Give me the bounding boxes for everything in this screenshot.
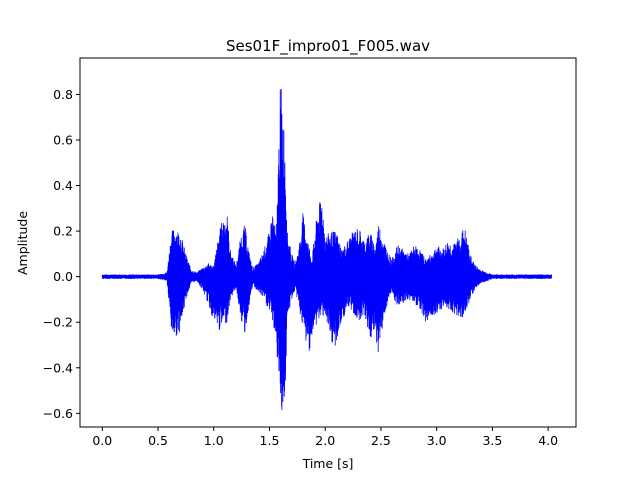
y-tick-label: 0.4	[53, 178, 73, 193]
x-tick-label: 0.5	[148, 433, 168, 448]
x-tick-label: 1.0	[204, 433, 224, 448]
x-tick-label: 3.0	[427, 433, 447, 448]
y-tick-label: −0.4	[43, 360, 73, 375]
chart-title: Ses01F_impro01_F005.wav	[226, 37, 430, 56]
y-tick-label: 0.8	[53, 87, 73, 102]
waveform-series-line	[101, 89, 552, 410]
x-tick-label: 4.0	[538, 433, 558, 448]
x-axis-label: Time [s]	[302, 456, 354, 471]
y-tick-label: 0.2	[53, 224, 73, 239]
y-tick-label: −0.6	[43, 406, 73, 421]
x-tick-label: 2.5	[371, 433, 391, 448]
x-tick-label: 2.0	[315, 433, 335, 448]
x-tick-label: 0.0	[92, 433, 112, 448]
x-tick-label: 1.5	[260, 433, 280, 448]
y-tick-label: 0.0	[53, 269, 73, 284]
x-tick-label: 3.5	[482, 433, 502, 448]
y-tick-label: −0.2	[43, 315, 73, 330]
y-axis-label: Amplitude	[15, 211, 30, 275]
plot-frame	[79, 57, 577, 428]
y-tick-label: 0.6	[53, 133, 73, 148]
plot-area	[101, 89, 552, 410]
x-axis: 0.0 0.5 1.0 1.5 2.0 2.5 3.0 3.5 4.0	[92, 427, 558, 448]
y-axis: −0.6 −0.4 −0.2 0.0 0.2 0.4 0.6 0.8	[43, 87, 80, 421]
